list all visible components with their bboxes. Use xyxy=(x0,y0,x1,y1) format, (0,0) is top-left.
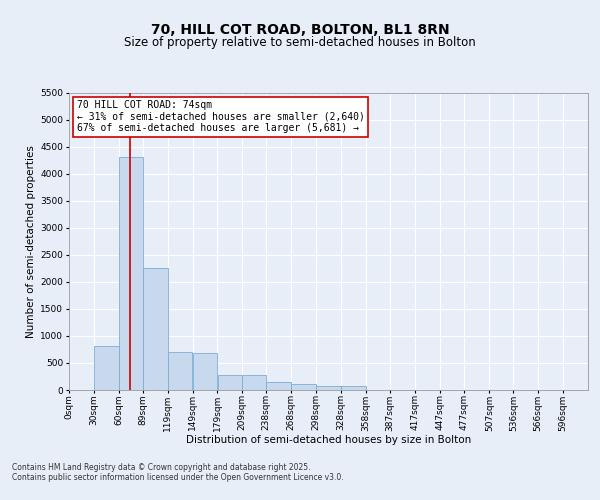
Bar xyxy=(242,376,266,390)
Bar xyxy=(143,268,167,390)
Text: Contains HM Land Registry data © Crown copyright and database right 2025.: Contains HM Land Registry data © Crown c… xyxy=(12,462,311,471)
Bar xyxy=(168,352,193,390)
Bar xyxy=(193,353,217,390)
Text: Size of property relative to semi-detached houses in Bolton: Size of property relative to semi-detach… xyxy=(124,36,476,49)
Bar xyxy=(341,386,365,390)
X-axis label: Distribution of semi-detached houses by size in Bolton: Distribution of semi-detached houses by … xyxy=(186,434,471,444)
Text: 70, HILL COT ROAD, BOLTON, BL1 8RN: 70, HILL COT ROAD, BOLTON, BL1 8RN xyxy=(151,22,449,36)
Text: 70 HILL COT ROAD: 74sqm
← 31% of semi-detached houses are smaller (2,640)
67% of: 70 HILL COT ROAD: 74sqm ← 31% of semi-de… xyxy=(77,100,365,133)
Bar xyxy=(119,158,143,390)
Bar xyxy=(292,384,316,390)
Bar xyxy=(316,386,341,390)
Y-axis label: Number of semi-detached properties: Number of semi-detached properties xyxy=(26,145,36,338)
Bar xyxy=(266,382,291,390)
Bar xyxy=(94,346,119,390)
Bar xyxy=(218,376,242,390)
Text: Contains public sector information licensed under the Open Government Licence v3: Contains public sector information licen… xyxy=(12,472,344,482)
